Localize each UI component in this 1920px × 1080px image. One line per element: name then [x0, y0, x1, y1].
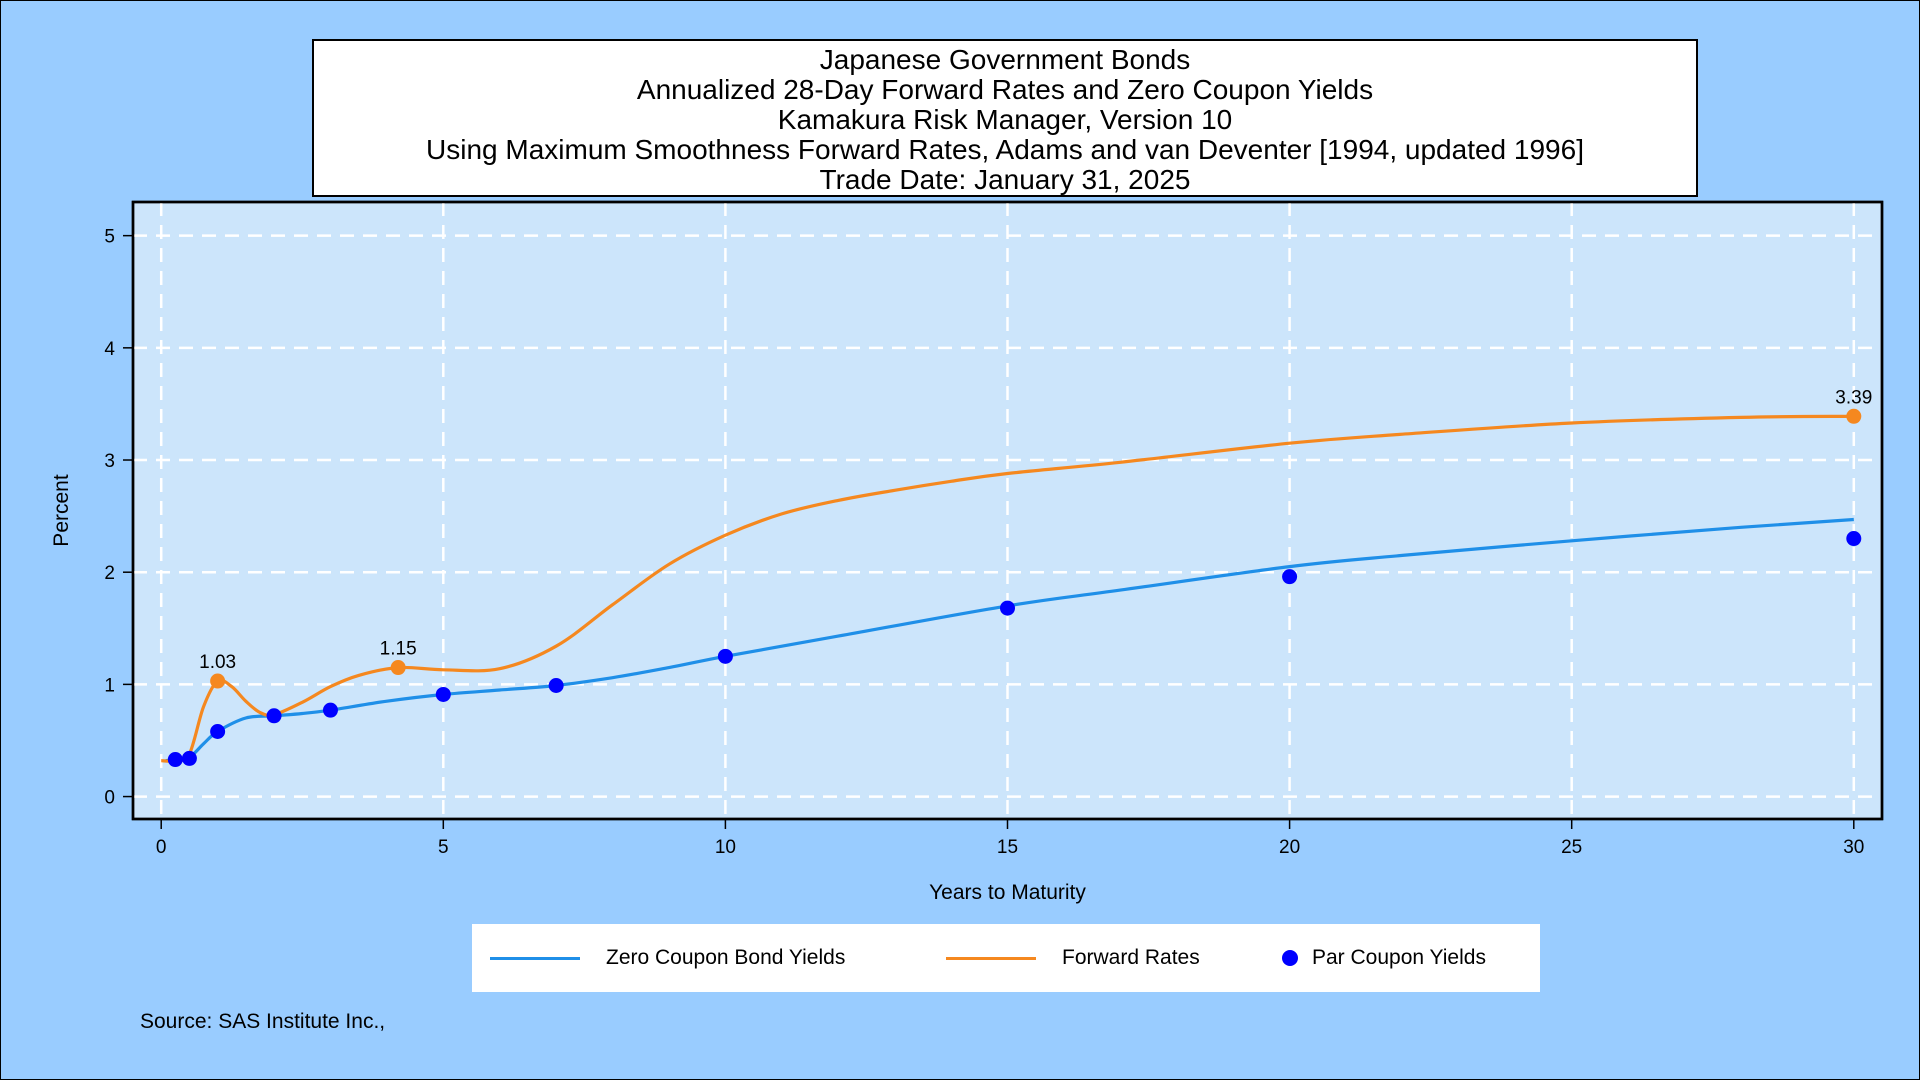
forward-rates-line: [161, 414, 1854, 763]
y-tick-label: 1: [104, 675, 115, 696]
par-coupon-point: [181, 750, 197, 766]
legend-entry-forward: Forward Rates: [946, 924, 1200, 992]
x-tick-label: 10: [715, 837, 736, 858]
zero-coupon-bond-yields-line: [165, 517, 1854, 763]
par-coupon-point: [435, 686, 451, 702]
legend-par-coupon-label: Par Coupon Yields: [1312, 946, 1486, 969]
par-coupon-point: [322, 702, 338, 718]
x-tick-label: 15: [997, 837, 1018, 858]
title-line-3: Kamakura Risk Manager, Version 10: [777, 104, 1233, 135]
axis-layer: 0 5 10 15 20 25 30 0 1 2 3 4 5 Years to Maturity Perce…: [50, 200, 1884, 904]
data-label: 1.15: [380, 639, 417, 660]
par-coupon-point: [717, 648, 733, 664]
par-coupon-point: [548, 678, 564, 694]
label-layer: 1.03 1.15 3.39: [199, 387, 1872, 673]
x-tick-label: 5: [438, 837, 449, 858]
plot-border: [131, 200, 1884, 821]
title-line-4: Using Maximum Smoothness Forward Rates, …: [426, 134, 1584, 165]
forward-highlight-point: [1846, 408, 1862, 424]
legend-zero-coupon-label: Zero Coupon Bond Yields: [606, 946, 846, 969]
x-tick-label: 20: [1279, 837, 1300, 858]
y-tick-label: 5: [104, 227, 115, 248]
x-axis-label: Years to Maturity: [929, 881, 1086, 904]
par-coupon-point: [210, 723, 226, 739]
par-coupon-point: [1282, 569, 1298, 585]
legend-forward-label: Forward Rates: [1062, 946, 1200, 969]
data-label: 3.39: [1835, 387, 1872, 408]
title-line-2: Annualized 28-Day Forward Rates and Zero…: [636, 74, 1374, 105]
par-coupon-point: [1000, 600, 1015, 616]
par-coupon-point: [167, 752, 183, 768]
x-tick-label: 25: [1561, 837, 1582, 858]
grid-layer: [133, 202, 1882, 819]
source-note: Source: SAS Institute Inc.,: [140, 1010, 386, 1033]
y-tick-label: 4: [104, 339, 115, 360]
y-axis-label: Percent: [50, 474, 73, 547]
y-tick-label: 0: [104, 788, 115, 809]
par-coupon-point: [266, 708, 282, 724]
chart-title-box: Japanese Government Bonds Annualized 28-…: [312, 39, 1698, 197]
series-layer: [161, 408, 1862, 768]
title-line-1: Japanese Government Bonds: [819, 44, 1191, 75]
legend: Zero Coupon Bond Yields Forward Rates Pa…: [472, 924, 1540, 992]
par-coupon-point: [1846, 531, 1862, 547]
legend-par-coupon-swatch: [1282, 950, 1298, 966]
legend-zero-coupon-swatch: [490, 956, 580, 960]
x-tick-label: 30: [1843, 837, 1864, 858]
data-label: 1.03: [199, 652, 236, 673]
legend-entry-par-coupon: Par Coupon Yields: [1282, 924, 1486, 992]
y-tick-label: 3: [104, 451, 115, 472]
title-line-5: Trade Date: January 31, 2025: [819, 164, 1191, 195]
forward-highlight-point: [390, 660, 406, 676]
legend-entry-zero-coupon: Zero Coupon Bond Yields: [490, 924, 845, 992]
legend-forward-swatch: [946, 956, 1036, 960]
x-tick-label: 0: [156, 837, 167, 858]
y-tick-label: 2: [104, 563, 115, 584]
forward-highlight-point: [210, 673, 226, 689]
